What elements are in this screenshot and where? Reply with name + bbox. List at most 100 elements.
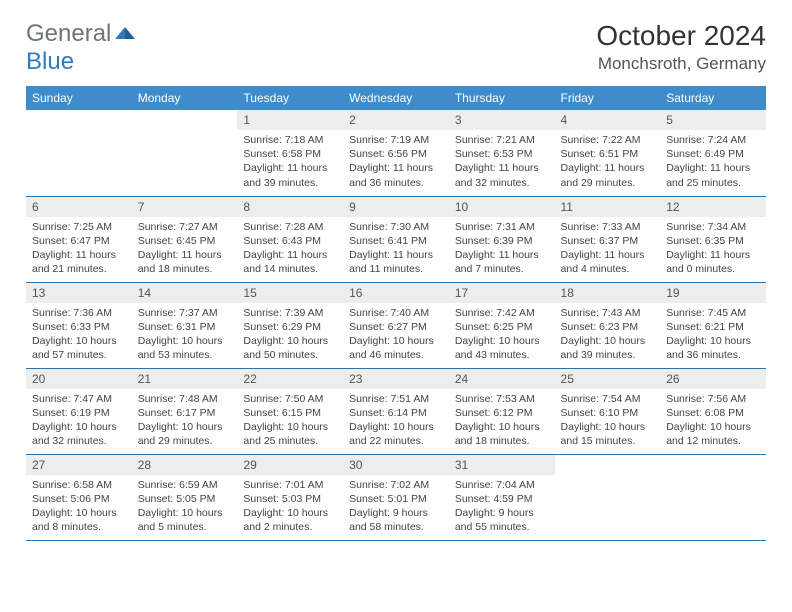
day-details: Sunrise: 7:28 AMSunset: 6:43 PMDaylight:… <box>237 217 343 282</box>
weekday-header: Saturday <box>660 86 766 110</box>
day-number: 19 <box>660 283 766 303</box>
calendar-cell: 18Sunrise: 7:43 AMSunset: 6:23 PMDayligh… <box>555 282 661 368</box>
calendar-cell-empty <box>26 110 132 196</box>
day-details: Sunrise: 7:25 AMSunset: 6:47 PMDaylight:… <box>26 217 132 282</box>
page-title: October 2024 <box>596 20 766 52</box>
day-details: Sunrise: 7:36 AMSunset: 6:33 PMDaylight:… <box>26 303 132 368</box>
calendar-cell: 20Sunrise: 7:47 AMSunset: 6:19 PMDayligh… <box>26 368 132 454</box>
calendar-row: 1Sunrise: 7:18 AMSunset: 6:58 PMDaylight… <box>26 110 766 196</box>
day-number: 20 <box>26 369 132 389</box>
logo-text-general: General <box>26 20 111 48</box>
day-number: 30 <box>343 455 449 475</box>
day-details: Sunrise: 7:30 AMSunset: 6:41 PMDaylight:… <box>343 217 449 282</box>
day-details: Sunrise: 7:02 AMSunset: 5:01 PMDaylight:… <box>343 475 449 540</box>
day-details: Sunrise: 7:53 AMSunset: 6:12 PMDaylight:… <box>449 389 555 454</box>
day-details: Sunrise: 6:58 AMSunset: 5:06 PMDaylight:… <box>26 475 132 540</box>
location-text: Monchsroth, Germany <box>596 54 766 74</box>
day-details: Sunrise: 7:56 AMSunset: 6:08 PMDaylight:… <box>660 389 766 454</box>
calendar-row: 6Sunrise: 7:25 AMSunset: 6:47 PMDaylight… <box>26 196 766 282</box>
calendar-cell: 26Sunrise: 7:56 AMSunset: 6:08 PMDayligh… <box>660 368 766 454</box>
day-number: 31 <box>449 455 555 475</box>
day-details: Sunrise: 7:31 AMSunset: 6:39 PMDaylight:… <box>449 217 555 282</box>
day-details: Sunrise: 7:50 AMSunset: 6:15 PMDaylight:… <box>237 389 343 454</box>
calendar-cell: 30Sunrise: 7:02 AMSunset: 5:01 PMDayligh… <box>343 454 449 540</box>
logo-text-blue: Blue <box>26 48 74 76</box>
calendar-row: 27Sunrise: 6:58 AMSunset: 5:06 PMDayligh… <box>26 454 766 540</box>
calendar-cell: 3Sunrise: 7:21 AMSunset: 6:53 PMDaylight… <box>449 110 555 196</box>
day-number: 14 <box>132 283 238 303</box>
day-number: 25 <box>555 369 661 389</box>
calendar-row: 20Sunrise: 7:47 AMSunset: 6:19 PMDayligh… <box>26 368 766 454</box>
day-details: Sunrise: 7:24 AMSunset: 6:49 PMDaylight:… <box>660 130 766 195</box>
weekday-header: Tuesday <box>237 86 343 110</box>
calendar-cell: 28Sunrise: 6:59 AMSunset: 5:05 PMDayligh… <box>132 454 238 540</box>
day-details: Sunrise: 7:33 AMSunset: 6:37 PMDaylight:… <box>555 217 661 282</box>
weekday-header: Monday <box>132 86 238 110</box>
day-number: 5 <box>660 110 766 130</box>
weekday-header: Friday <box>555 86 661 110</box>
calendar-cell: 4Sunrise: 7:22 AMSunset: 6:51 PMDaylight… <box>555 110 661 196</box>
day-number: 8 <box>237 197 343 217</box>
day-number: 10 <box>449 197 555 217</box>
day-details: Sunrise: 7:27 AMSunset: 6:45 PMDaylight:… <box>132 217 238 282</box>
day-number: 21 <box>132 369 238 389</box>
logo-mark-icon <box>115 20 137 48</box>
calendar-cell: 23Sunrise: 7:51 AMSunset: 6:14 PMDayligh… <box>343 368 449 454</box>
day-details: Sunrise: 7:18 AMSunset: 6:58 PMDaylight:… <box>237 130 343 195</box>
day-number: 4 <box>555 110 661 130</box>
calendar-cell: 8Sunrise: 7:28 AMSunset: 6:43 PMDaylight… <box>237 196 343 282</box>
day-number: 2 <box>343 110 449 130</box>
day-details: Sunrise: 6:59 AMSunset: 5:05 PMDaylight:… <box>132 475 238 540</box>
calendar-cell: 1Sunrise: 7:18 AMSunset: 6:58 PMDaylight… <box>237 110 343 196</box>
weekday-header-row: SundayMondayTuesdayWednesdayThursdayFrid… <box>26 86 766 110</box>
day-number: 11 <box>555 197 661 217</box>
day-details: Sunrise: 7:04 AMSunset: 4:59 PMDaylight:… <box>449 475 555 540</box>
calendar-table: SundayMondayTuesdayWednesdayThursdayFrid… <box>26 86 766 541</box>
day-details: Sunrise: 7:51 AMSunset: 6:14 PMDaylight:… <box>343 389 449 454</box>
calendar-body: 1Sunrise: 7:18 AMSunset: 6:58 PMDaylight… <box>26 110 766 540</box>
day-number: 23 <box>343 369 449 389</box>
weekday-header: Thursday <box>449 86 555 110</box>
calendar-cell: 19Sunrise: 7:45 AMSunset: 6:21 PMDayligh… <box>660 282 766 368</box>
calendar-cell: 17Sunrise: 7:42 AMSunset: 6:25 PMDayligh… <box>449 282 555 368</box>
calendar-cell-empty <box>132 110 238 196</box>
day-number: 27 <box>26 455 132 475</box>
day-details: Sunrise: 7:21 AMSunset: 6:53 PMDaylight:… <box>449 130 555 195</box>
calendar-cell: 31Sunrise: 7:04 AMSunset: 4:59 PMDayligh… <box>449 454 555 540</box>
calendar-cell: 6Sunrise: 7:25 AMSunset: 6:47 PMDaylight… <box>26 196 132 282</box>
day-details: Sunrise: 7:39 AMSunset: 6:29 PMDaylight:… <box>237 303 343 368</box>
day-number: 12 <box>660 197 766 217</box>
day-details: Sunrise: 7:22 AMSunset: 6:51 PMDaylight:… <box>555 130 661 195</box>
calendar-cell: 13Sunrise: 7:36 AMSunset: 6:33 PMDayligh… <box>26 282 132 368</box>
calendar-cell: 10Sunrise: 7:31 AMSunset: 6:39 PMDayligh… <box>449 196 555 282</box>
day-details: Sunrise: 7:45 AMSunset: 6:21 PMDaylight:… <box>660 303 766 368</box>
day-details: Sunrise: 7:54 AMSunset: 6:10 PMDaylight:… <box>555 389 661 454</box>
day-number: 24 <box>449 369 555 389</box>
calendar-cell: 5Sunrise: 7:24 AMSunset: 6:49 PMDaylight… <box>660 110 766 196</box>
calendar-cell: 14Sunrise: 7:37 AMSunset: 6:31 PMDayligh… <box>132 282 238 368</box>
calendar-cell: 29Sunrise: 7:01 AMSunset: 5:03 PMDayligh… <box>237 454 343 540</box>
day-number: 6 <box>26 197 132 217</box>
calendar-cell-empty <box>555 454 661 540</box>
weekday-header: Sunday <box>26 86 132 110</box>
calendar-cell: 21Sunrise: 7:48 AMSunset: 6:17 PMDayligh… <box>132 368 238 454</box>
day-details: Sunrise: 7:47 AMSunset: 6:19 PMDaylight:… <box>26 389 132 454</box>
weekday-header: Wednesday <box>343 86 449 110</box>
day-number: 28 <box>132 455 238 475</box>
calendar-row: 13Sunrise: 7:36 AMSunset: 6:33 PMDayligh… <box>26 282 766 368</box>
day-details: Sunrise: 7:01 AMSunset: 5:03 PMDaylight:… <box>237 475 343 540</box>
day-number: 9 <box>343 197 449 217</box>
day-number: 16 <box>343 283 449 303</box>
day-details: Sunrise: 7:42 AMSunset: 6:25 PMDaylight:… <box>449 303 555 368</box>
calendar-cell: 15Sunrise: 7:39 AMSunset: 6:29 PMDayligh… <box>237 282 343 368</box>
calendar-cell: 9Sunrise: 7:30 AMSunset: 6:41 PMDaylight… <box>343 196 449 282</box>
calendar-cell: 12Sunrise: 7:34 AMSunset: 6:35 PMDayligh… <box>660 196 766 282</box>
day-number: 15 <box>237 283 343 303</box>
calendar-cell: 2Sunrise: 7:19 AMSunset: 6:56 PMDaylight… <box>343 110 449 196</box>
day-number: 7 <box>132 197 238 217</box>
logo: General <box>26 20 137 48</box>
day-details: Sunrise: 7:43 AMSunset: 6:23 PMDaylight:… <box>555 303 661 368</box>
calendar-cell: 11Sunrise: 7:33 AMSunset: 6:37 PMDayligh… <box>555 196 661 282</box>
calendar-cell: 22Sunrise: 7:50 AMSunset: 6:15 PMDayligh… <box>237 368 343 454</box>
day-number: 13 <box>26 283 132 303</box>
